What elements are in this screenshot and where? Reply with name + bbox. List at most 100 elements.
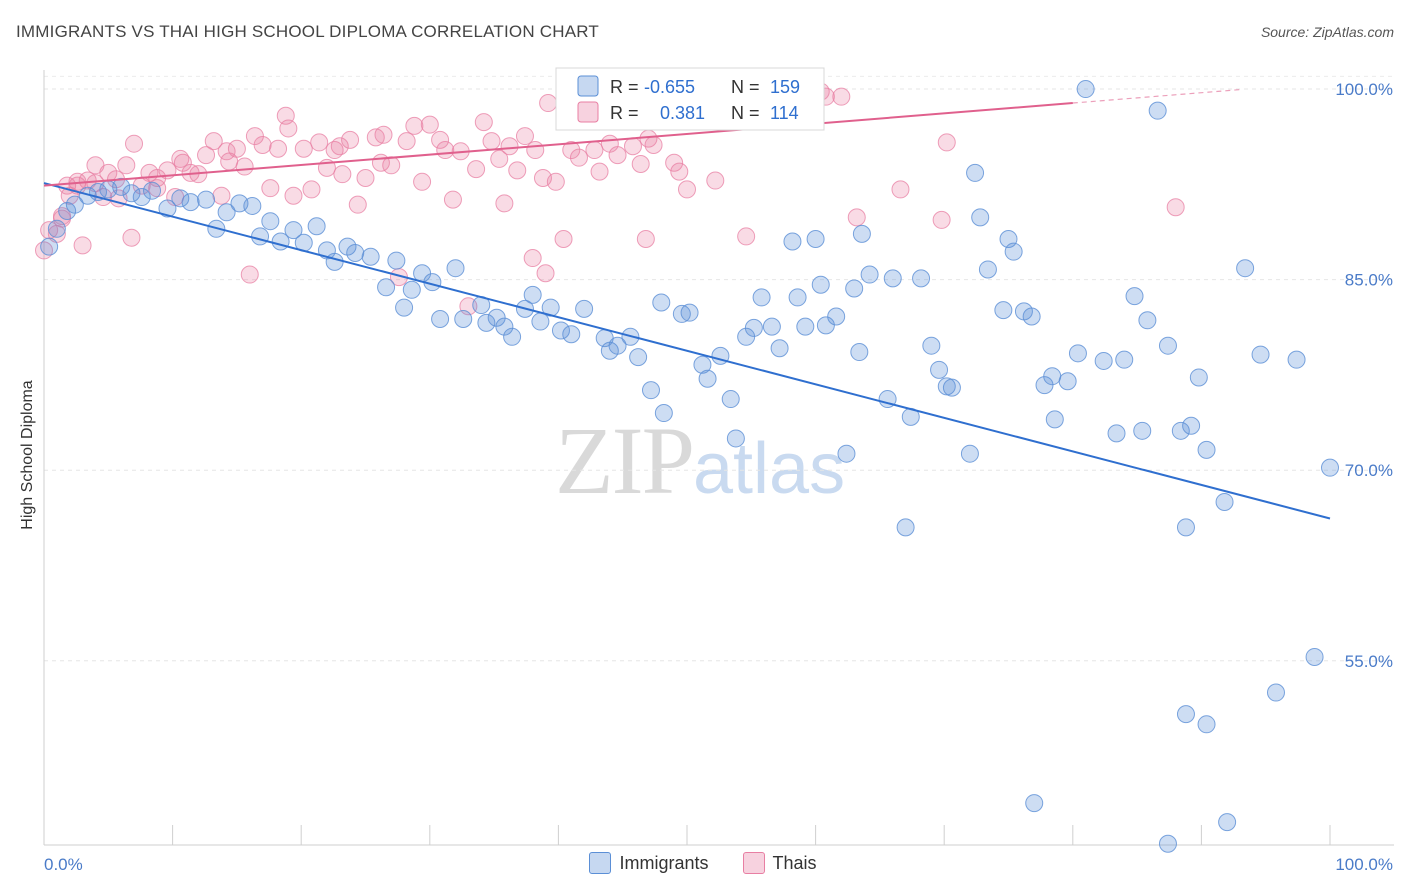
thais-point <box>891 180 910 199</box>
chart-title: IMMIGRANTS VS THAI HIGH SCHOOL DIPLOMA C… <box>16 22 599 41</box>
thais-point <box>405 116 424 135</box>
immigrants-point <box>942 378 961 397</box>
immigrants-point <box>680 303 699 322</box>
immigrants-point <box>446 259 465 278</box>
immigrants-point <box>912 269 931 288</box>
immigrants-n-value: 159 <box>770 77 800 97</box>
y-tick-label-2: 70.0% <box>1345 461 1393 480</box>
immigrants-point <box>1094 351 1113 370</box>
thais-r-label: R = <box>610 103 639 123</box>
immigrants-point <box>307 217 326 236</box>
thais-point <box>436 141 455 160</box>
immigrants-point <box>971 208 990 227</box>
immigrants-point <box>197 190 216 209</box>
y-tick-label-0: 100.0% <box>1335 80 1393 99</box>
immigrants-point <box>243 196 262 215</box>
immigrants-point <box>65 195 84 214</box>
immigrants-point <box>551 321 570 340</box>
thais-point <box>197 146 216 165</box>
immigrants-point <box>1171 421 1190 440</box>
immigrants-point <box>112 177 131 196</box>
immigrants-point <box>1068 344 1087 363</box>
immigrants-point <box>1158 336 1177 355</box>
immigrants-point <box>1076 80 1095 99</box>
immigrants-point <box>181 193 200 212</box>
immigrants-point <box>377 278 396 297</box>
immigrants-point <box>693 355 712 374</box>
immigrants-r-value: -0.655 <box>644 77 695 97</box>
thais-point <box>341 130 360 149</box>
thais-point <box>490 149 509 168</box>
immigrants-point <box>261 212 280 231</box>
thais-point <box>212 186 231 205</box>
immigrants-point <box>721 390 740 409</box>
immigrants-point <box>641 381 660 400</box>
thais-r-value: 0.381 <box>660 103 705 123</box>
immigrants-point <box>1025 794 1044 813</box>
trend-lines <box>43 89 1331 520</box>
immigrants-point <box>395 298 414 317</box>
thais-point <box>235 157 254 176</box>
immigrants-n-label: N = <box>731 77 760 97</box>
thais-point <box>330 137 349 156</box>
thais-point <box>536 264 555 283</box>
immigrants-point <box>1004 242 1023 261</box>
immigrants-point <box>361 247 380 266</box>
tick-labels: 100.0% 85.0% 70.0% 55.0% 0.0% 100.0% <box>44 80 1393 874</box>
thais-point <box>482 132 501 151</box>
thais-n-label: N = <box>731 103 760 123</box>
thais-point <box>86 156 105 175</box>
thais-point <box>539 94 558 113</box>
immigrants-point <box>845 279 864 298</box>
thais-point <box>585 141 604 160</box>
immigrants-point <box>1158 834 1177 853</box>
immigrants-point <box>431 310 450 329</box>
immigrants-point <box>40 237 59 256</box>
immigrants-swatch <box>589 852 612 874</box>
immigrants-point <box>860 265 879 284</box>
thais-point <box>562 141 581 160</box>
thais-point <box>636 229 655 248</box>
immigrants-point <box>1115 350 1134 369</box>
immigrants-point <box>770 339 789 358</box>
immigrants-point <box>1215 492 1234 511</box>
thais-trend-line <box>43 102 1073 187</box>
immigrants-point <box>47 219 66 238</box>
immigrants-point <box>629 348 648 367</box>
immigrants-point <box>387 251 406 270</box>
immigrants-points <box>40 80 1339 853</box>
immigrants-point <box>883 269 902 288</box>
thais-point <box>240 265 259 284</box>
immigrants-point <box>1236 259 1255 278</box>
thais-trend-extension <box>1072 89 1241 104</box>
immigrants-point <box>338 237 357 256</box>
immigrants-point <box>477 313 496 332</box>
immigrants-point <box>816 316 835 335</box>
immigrants-point <box>783 232 802 251</box>
immigrants-point <box>158 199 177 218</box>
x-tick-label-0: 0.0% <box>44 855 83 874</box>
immigrants-point <box>744 318 763 337</box>
thais-point <box>217 142 236 161</box>
thais-point <box>737 227 756 246</box>
immigrants-point <box>672 304 691 323</box>
immigrants-point <box>402 280 421 299</box>
thais-point <box>644 135 663 154</box>
immigrants-point <box>1133 421 1152 440</box>
immigrants-point <box>978 260 997 279</box>
watermark-atlas: atlas <box>693 429 846 509</box>
thais-point <box>670 162 689 181</box>
thais-point <box>356 168 375 187</box>
immigrants-point <box>1045 410 1064 429</box>
immigrants-point <box>960 444 979 463</box>
immigrants-point <box>1176 518 1195 537</box>
immigrants-point <box>1107 424 1126 443</box>
thais-point <box>431 130 450 149</box>
immigrants-point <box>608 336 627 355</box>
thais-point <box>302 180 321 199</box>
thais-point <box>832 87 851 106</box>
immigrants-point <box>752 288 771 307</box>
immigrants-point <box>930 360 949 379</box>
immigrants-point <box>503 327 522 346</box>
